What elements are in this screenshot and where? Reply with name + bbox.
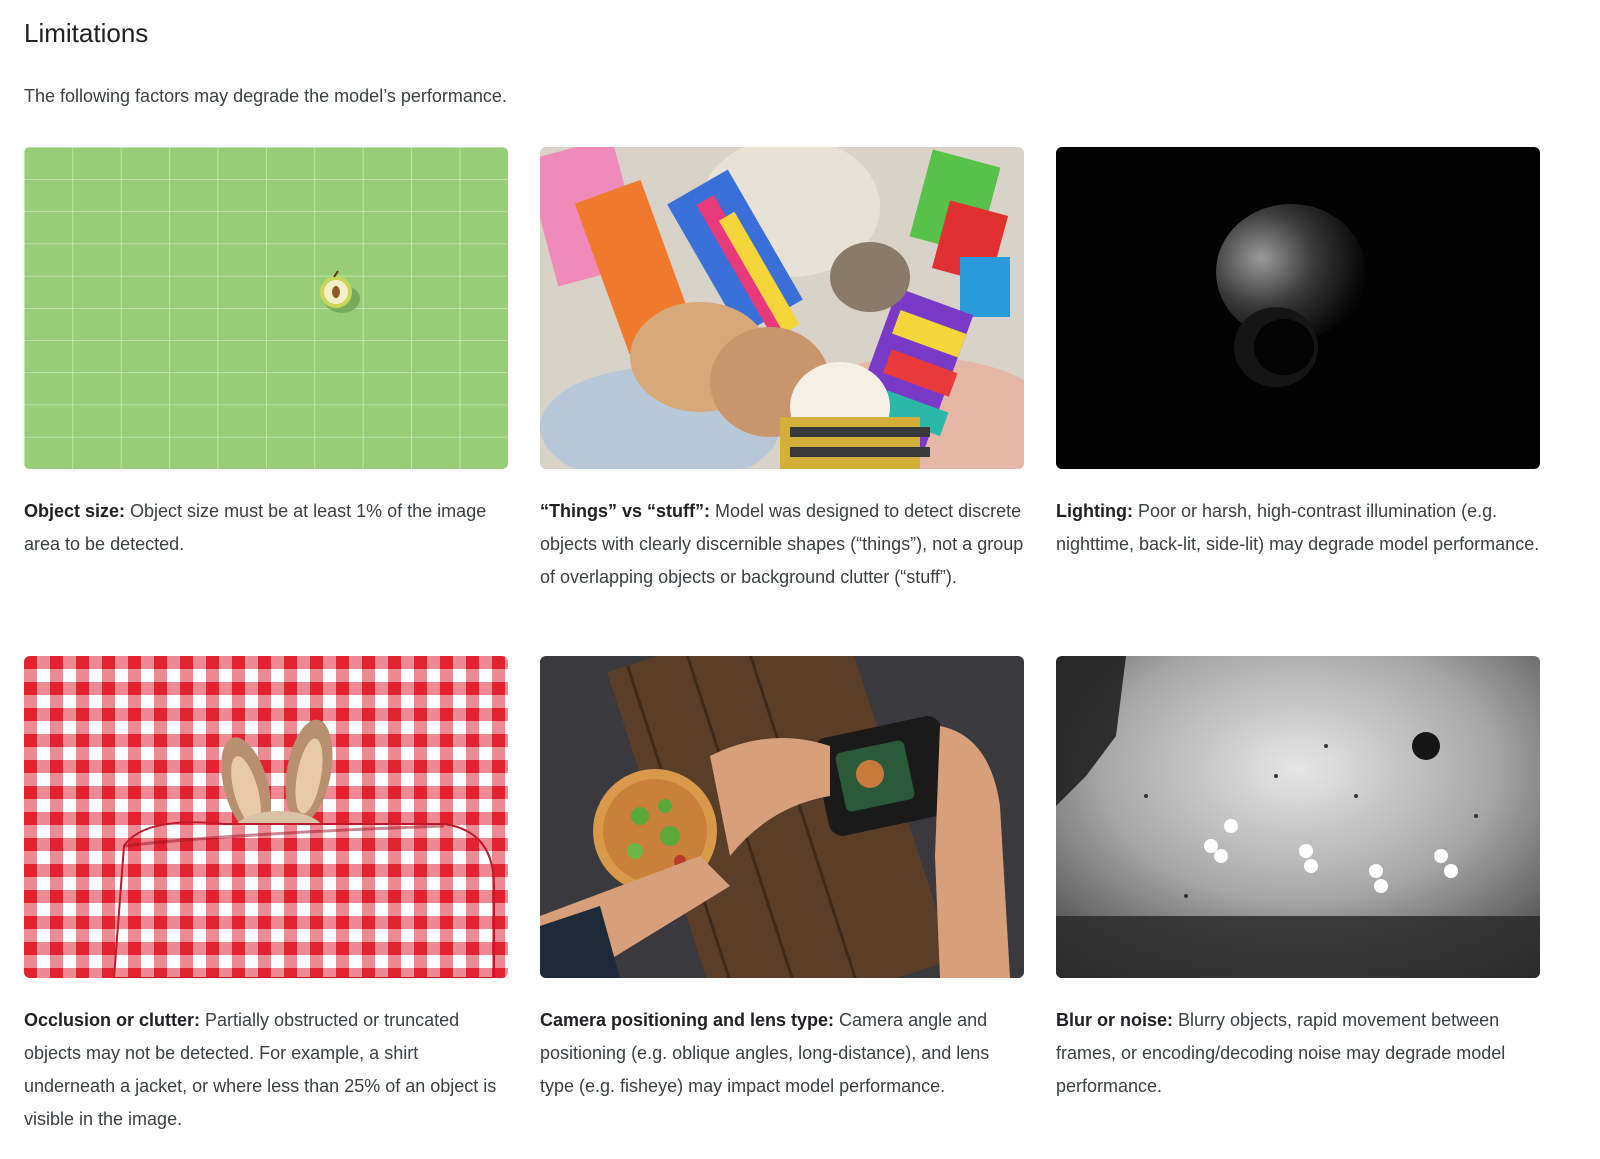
limitation-label: Object size:	[24, 501, 126, 521]
limitation-text: Blurry objects, rapid movement between f…	[1056, 1010, 1506, 1096]
dark-vase-image	[1056, 147, 1540, 469]
limitation-card-object-size: Object size: Object size must be at leas…	[24, 147, 508, 561]
limitation-text: Partially obstructed or truncated object…	[24, 1010, 497, 1129]
limitation-label: Lighting:	[1056, 501, 1133, 521]
limitation-text: Poor or harsh, high-contrast illuminatio…	[1056, 501, 1540, 554]
limitation-caption: Lighting: Poor or harsh, high-contrast i…	[1056, 495, 1540, 561]
limitation-text: Object size must be at least 1% of the i…	[24, 501, 487, 554]
limitation-card-occlusion: Occlusion or clutter: Partially obstruct…	[24, 656, 508, 1136]
noisy-stadium-image	[1056, 656, 1540, 978]
section-title: Limitations	[24, 18, 149, 48]
limitation-caption: Blur or noise: Blurry objects, rapid mov…	[1056, 1004, 1540, 1103]
limitation-card-things-vs-stuff: “Things” vs “stuff”: Model was designed …	[540, 147, 1024, 594]
limitation-text: Camera angle and positioning (e.g. obliq…	[540, 1010, 990, 1096]
limitation-text: Model was designed to detect discrete ob…	[540, 501, 1024, 587]
limitation-caption: “Things” vs “stuff”: Model was designed …	[540, 495, 1024, 594]
limitation-card-camera-positioning: Camera positioning and lens type: Camera…	[540, 656, 1024, 1103]
limitation-card-blur-noise: Blur or noise: Blurry objects, rapid mov…	[1056, 656, 1540, 1103]
limitation-caption: Object size: Object size must be at leas…	[24, 495, 508, 561]
section-intro: The following factors may degrade the mo…	[24, 86, 507, 106]
pile-of-mittens-image	[540, 147, 1024, 469]
limitation-card-lighting: Lighting: Poor or harsh, high-contrast i…	[1056, 147, 1540, 561]
limitation-caption: Occlusion or clutter: Partially obstruct…	[24, 1004, 508, 1136]
apple-on-green-grid-image	[24, 147, 508, 469]
limitation-label: Blur or noise:	[1056, 1010, 1174, 1030]
limitation-caption: Camera positioning and lens type: Camera…	[540, 1004, 1024, 1103]
camera-photographing-pizza-image	[540, 656, 1024, 978]
limitation-label: “Things” vs “stuff”:	[540, 501, 710, 521]
limitation-label: Occlusion or clutter:	[24, 1010, 201, 1030]
bunny-under-gingham-image	[24, 656, 508, 978]
limitation-label: Camera positioning and lens type:	[540, 1010, 835, 1030]
